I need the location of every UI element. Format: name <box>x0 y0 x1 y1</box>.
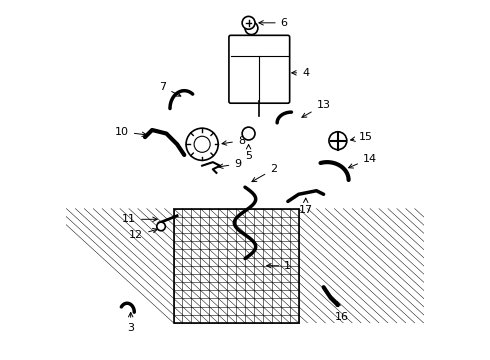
Bar <box>173 208 298 323</box>
Text: 15: 15 <box>351 132 373 142</box>
Text: 3: 3 <box>127 312 134 333</box>
Text: 17: 17 <box>299 198 313 215</box>
Circle shape <box>242 127 255 140</box>
FancyBboxPatch shape <box>229 35 290 103</box>
Text: 14: 14 <box>348 154 377 168</box>
Circle shape <box>157 222 165 231</box>
Text: 16: 16 <box>335 302 348 322</box>
Circle shape <box>329 132 347 150</box>
Text: 13: 13 <box>302 100 330 117</box>
Circle shape <box>186 128 218 160</box>
Text: 8: 8 <box>222 136 245 146</box>
Text: 10: 10 <box>115 127 147 137</box>
Circle shape <box>194 136 210 152</box>
Circle shape <box>242 17 255 29</box>
Text: 12: 12 <box>129 228 157 240</box>
Circle shape <box>245 22 258 35</box>
Text: 6: 6 <box>259 18 288 28</box>
Text: 11: 11 <box>122 214 157 224</box>
Text: 1: 1 <box>267 261 291 271</box>
Text: 2: 2 <box>252 164 277 182</box>
Text: 9: 9 <box>219 159 242 169</box>
Text: 5: 5 <box>245 145 252 161</box>
Text: 7: 7 <box>159 82 181 96</box>
Text: 4: 4 <box>292 68 309 78</box>
